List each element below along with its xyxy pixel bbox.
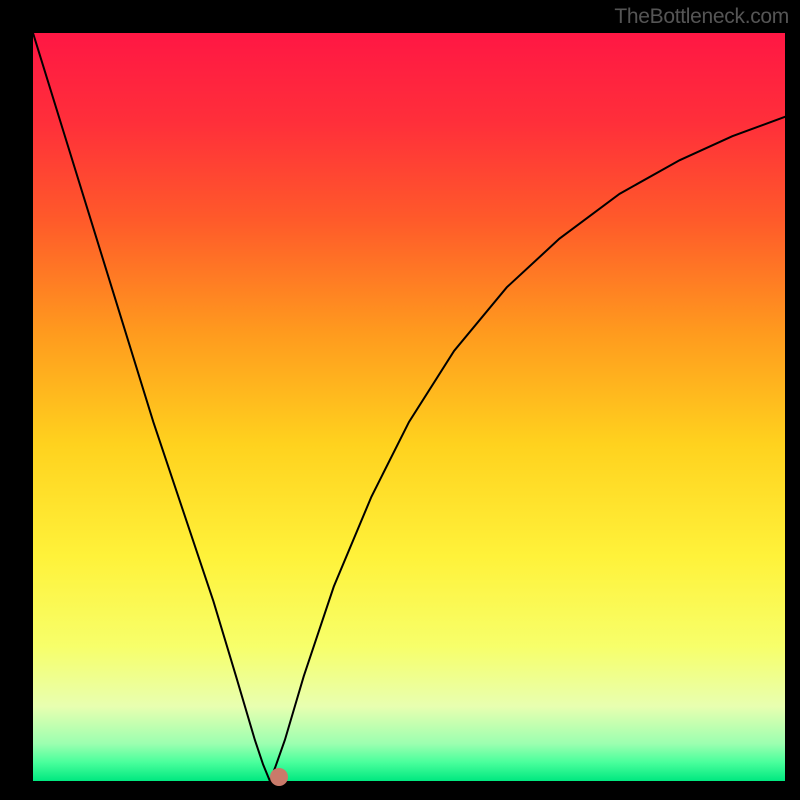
bottleneck-chart: TheBottleneck.com — [0, 0, 800, 800]
chart-background-gradient — [33, 33, 785, 781]
chart-plot-area — [33, 33, 785, 781]
optimal-point-marker — [270, 768, 288, 786]
attribution-text: TheBottleneck.com — [614, 5, 789, 29]
